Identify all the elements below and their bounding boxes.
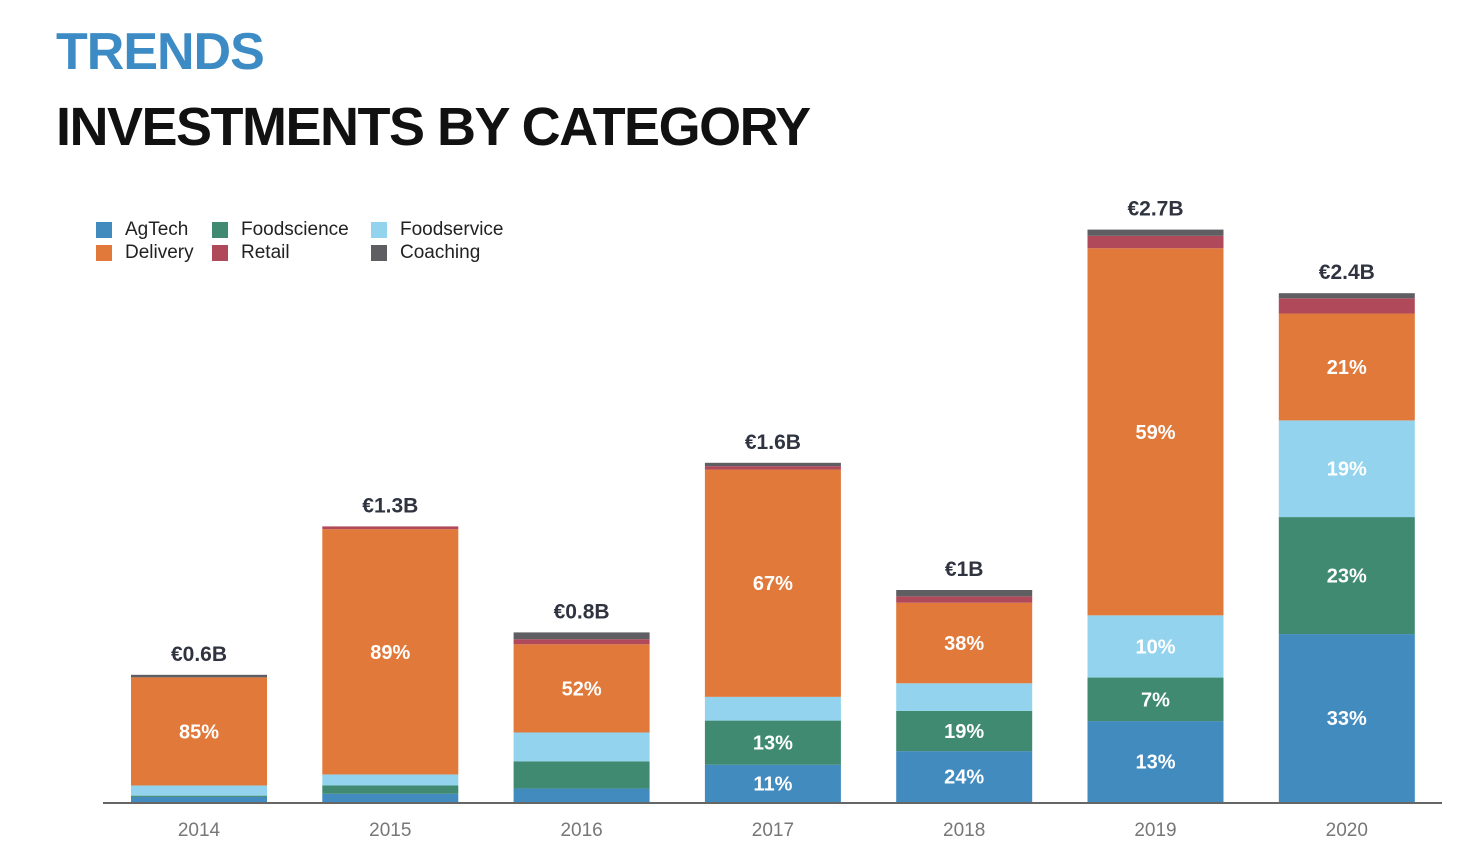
bar-segment-coaching-2018: [896, 590, 1033, 597]
legend-swatch: [371, 245, 387, 261]
bar-segment-foodscience-2015: [322, 785, 459, 794]
legend-item-foodservice: Foodservice: [371, 219, 504, 241]
legend-item-agtech: AgTech: [96, 219, 188, 241]
data-label: 21%: [1327, 357, 1367, 379]
x-tick-label: 2017: [752, 820, 794, 841]
bar-segment-foodservice-2019: [1087, 615, 1224, 678]
bar-segment-agtech-2016: [513, 788, 650, 802]
bar-segment-delivery-2018: [896, 602, 1033, 684]
bar-segment-agtech-2014: [131, 796, 267, 802]
data-label: 19%: [944, 721, 984, 743]
data-label: 11%: [753, 773, 792, 795]
bar-segment-agtech-2018: [896, 751, 1033, 802]
legend-label: Foodscience: [241, 219, 349, 240]
bar-segment-foodscience-2019: [1087, 677, 1224, 722]
bar-segment-foodscience-2018: [896, 710, 1033, 752]
total-label: €0.8B: [554, 600, 610, 623]
data-label: 23%: [1327, 566, 1367, 588]
bar-segment-foodscience-2020: [1278, 517, 1415, 635]
total-label: €2.4B: [1319, 261, 1375, 284]
x-tick-label: 2015: [369, 820, 411, 841]
section-title: TRENDS: [56, 23, 265, 81]
bar-segment-delivery-2014: [131, 677, 267, 786]
x-tick-label: 2016: [560, 820, 602, 841]
bar-segment-foodservice-2016: [513, 732, 650, 762]
data-label: 38%: [944, 633, 984, 655]
data-label: 85%: [179, 721, 219, 743]
bar-segment-delivery-2019: [1087, 248, 1224, 616]
bar-segment-retail-2015: [322, 526, 459, 530]
bar-segment-agtech-2017: [704, 764, 841, 802]
x-tick-label: 2019: [1134, 820, 1176, 841]
bar-segment-foodservice-2017: [704, 696, 841, 721]
bar-segment-foodservice-2018: [896, 683, 1033, 711]
x-tick-label: 2020: [1326, 820, 1368, 841]
legend-swatch: [371, 222, 387, 238]
legend-label: Delivery: [125, 242, 194, 263]
bar-segment-foodservice-2014: [131, 785, 267, 796]
bar-segment-retail-2018: [896, 596, 1033, 603]
data-label: 13%: [1135, 752, 1175, 774]
bar-segment-agtech-2019: [1087, 721, 1224, 802]
data-label: 52%: [562, 678, 602, 700]
bar-segment-delivery-2020: [1278, 313, 1415, 421]
legend-item-foodscience: Foodscience: [212, 219, 349, 241]
bar-segment-delivery-2016: [513, 644, 650, 733]
data-label: 19%: [1327, 459, 1367, 481]
page-title: INVESTMENTS BY CATEGORY: [56, 97, 811, 157]
legend-item-delivery: Delivery: [96, 242, 194, 264]
bar-segment-coaching-2014: [131, 674, 267, 678]
data-label: 67%: [753, 573, 793, 595]
legend-item-coaching: Coaching: [371, 242, 480, 264]
bar-segment-foodscience-2014: [131, 795, 267, 797]
legend-item-retail: Retail: [212, 242, 290, 264]
bar-segment-coaching-2016: [513, 632, 650, 640]
total-label: €1.6B: [745, 431, 801, 454]
x-tick-label: 2018: [943, 820, 985, 841]
legend-label: Coaching: [400, 242, 481, 263]
legend-swatch: [96, 245, 112, 261]
bar-segment-retail-2020: [1278, 298, 1415, 314]
bar-segment-retail-2016: [513, 639, 650, 645]
bar-segment-delivery-2017: [704, 469, 841, 697]
x-tick-label: 2014: [178, 820, 221, 841]
legend-swatch: [212, 222, 228, 238]
bar-segment-coaching-2019: [1087, 229, 1224, 236]
bar-segment-delivery-2015: [322, 529, 459, 775]
total-label: €1.3B: [362, 494, 418, 517]
bar-segment-foodservice-2020: [1278, 420, 1415, 518]
legend-swatch: [96, 222, 112, 238]
legend-label: Retail: [241, 242, 290, 263]
bar-segment-agtech-2015: [322, 793, 459, 802]
data-label: 10%: [1135, 636, 1175, 658]
legend-swatch: [212, 245, 228, 261]
data-label: 24%: [944, 767, 984, 789]
data-label: 7%: [1141, 689, 1170, 711]
bar-segment-agtech-2020: [1278, 634, 1415, 802]
total-label: €1B: [945, 558, 984, 581]
legend-label: AgTech: [125, 219, 189, 240]
data-label: 33%: [1327, 708, 1367, 730]
data-label: 89%: [370, 642, 410, 664]
bar-segment-retail-2019: [1087, 235, 1224, 249]
data-label: 13%: [753, 733, 793, 755]
bar-segment-foodservice-2015: [322, 774, 459, 786]
legend-label: Foodservice: [400, 219, 504, 240]
bar-segment-coaching-2020: [1278, 293, 1415, 299]
total-label: €2.7B: [1127, 198, 1183, 221]
data-label: 59%: [1135, 422, 1175, 444]
bar-segment-retail-2017: [704, 466, 841, 470]
total-label: €0.6B: [171, 643, 227, 666]
bar-segment-foodscience-2017: [704, 720, 841, 765]
bar-segment-foodscience-2016: [513, 761, 650, 789]
bar-segment-coaching-2017: [704, 462, 841, 467]
